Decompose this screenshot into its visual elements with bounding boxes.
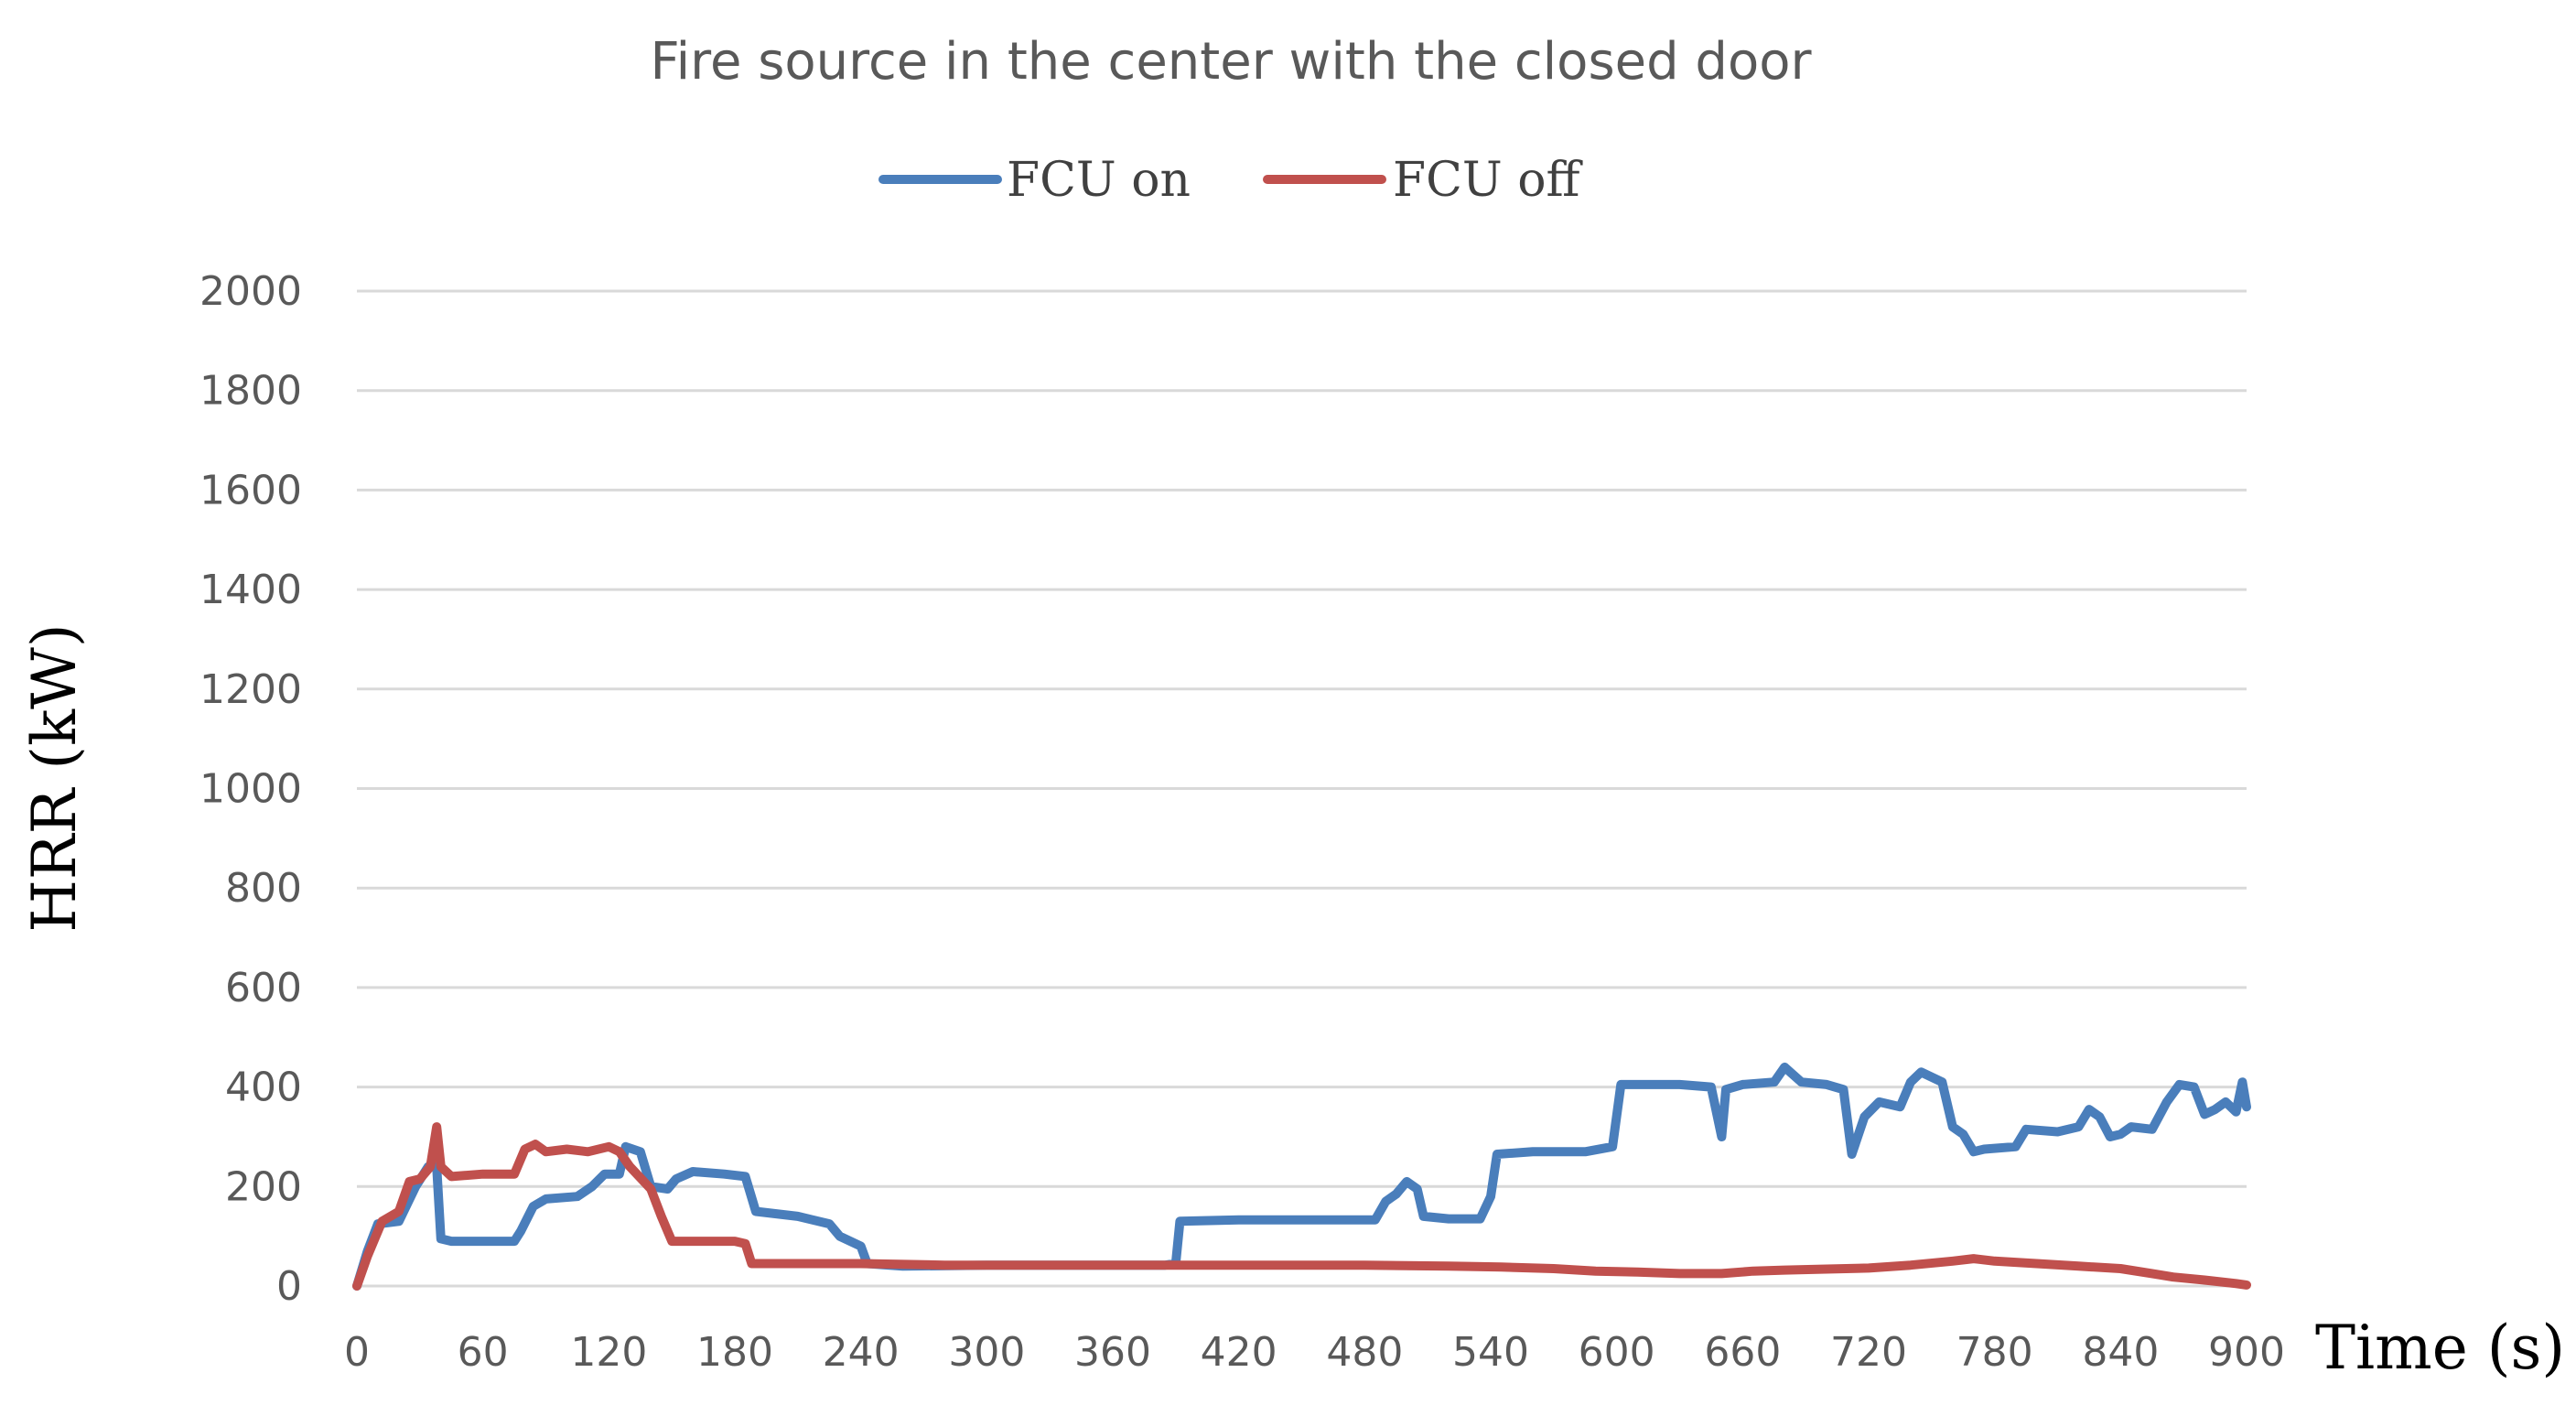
legend-label: FCU off (1393, 153, 1584, 208)
x-axis-label: Time (s) (2315, 1313, 2565, 1383)
x-tick-label: 240 (823, 1329, 900, 1376)
y-tick-label: 1000 (199, 766, 302, 813)
legend-label: FCU on (1007, 153, 1191, 208)
x-tick-label: 60 (458, 1329, 509, 1376)
y-tick-label: 1200 (199, 666, 302, 713)
gridlines (357, 289, 2247, 1288)
x-axis-ticks: 0 60 120 180 240 300 360 420 480 540 600 660 720 780 8… (344, 1329, 2285, 1376)
x-tick-label: 540 (1452, 1329, 1529, 1376)
x-tick-label: 300 (948, 1329, 1025, 1376)
x-tick-label: 780 (1956, 1329, 2033, 1376)
x-tick-label: 180 (696, 1329, 773, 1376)
y-axis-ticks: 0 200 400 600 800 1000 1200 1400 1600 1800 2000 (199, 268, 302, 1310)
y-tick-label: 400 (225, 1065, 302, 1111)
plot-series (352, 1062, 2251, 1291)
x-tick-label: 840 (2082, 1329, 2159, 1376)
y-tick-label: 800 (225, 865, 302, 912)
x-tick-label: 720 (1830, 1329, 1907, 1376)
x-tick-label: 480 (1326, 1329, 1403, 1376)
y-tick-label: 1400 (199, 567, 302, 613)
x-tick-label: 420 (1201, 1329, 1277, 1376)
y-axis-label: HRR (kW) (19, 623, 90, 932)
x-tick-label: 120 (570, 1329, 647, 1376)
y-tick-label: 200 (225, 1163, 302, 1210)
x-tick-label: 900 (2208, 1329, 2285, 1376)
x-tick-label: 360 (1074, 1329, 1151, 1376)
series-line-fcu-off (352, 1122, 2251, 1291)
y-tick-label: 1600 (199, 467, 302, 513)
y-tick-label: 0 (276, 1263, 302, 1310)
y-tick-label: 2000 (199, 268, 302, 315)
chart-title: Fire source in the center with the close… (650, 32, 1812, 92)
x-tick-label: 0 (344, 1329, 370, 1376)
y-tick-label: 600 (225, 965, 302, 1011)
x-tick-label: 600 (1579, 1329, 1655, 1376)
series-line-fcu-on (352, 1062, 2251, 1291)
legend: FCU on FCU off (878, 153, 1584, 208)
y-tick-label: 1800 (199, 368, 302, 415)
x-tick-label: 660 (1704, 1329, 1781, 1376)
